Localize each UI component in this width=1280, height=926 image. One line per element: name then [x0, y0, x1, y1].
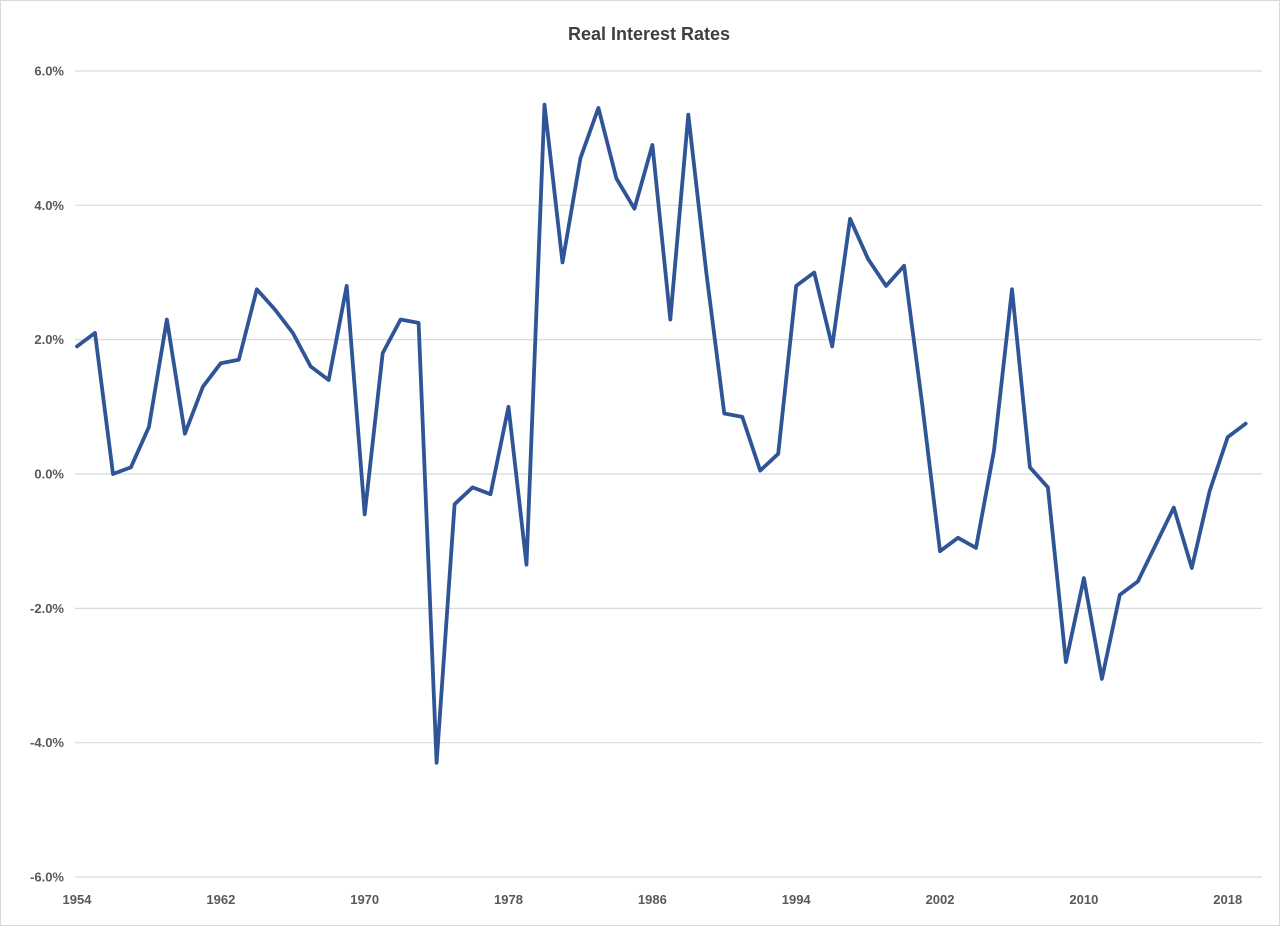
y-tick-label: -6.0%	[30, 870, 64, 885]
y-tick-label: -4.0%	[30, 735, 64, 750]
y-tick-label: 6.0%	[34, 64, 64, 79]
y-tick-label: -2.0%	[30, 601, 64, 616]
x-tick-label: 1970	[350, 892, 379, 907]
x-tick-label: 2018	[1213, 892, 1242, 907]
chart-title: Real Interest Rates	[568, 24, 730, 44]
y-tick-label: 2.0%	[34, 332, 64, 347]
x-tick-label: 1994	[782, 892, 812, 907]
x-tick-label: 1986	[638, 892, 667, 907]
x-axis-labels: 1954 1962 1970 1978 1986 1994 2002 2010 2018	[63, 892, 1243, 907]
y-tick-label: 4.0%	[34, 198, 64, 213]
x-tick-label: 2010	[1069, 892, 1098, 907]
gridlines	[75, 70, 1262, 878]
rates-line-series	[75, 102, 1248, 765]
x-tick-label: 1962	[206, 892, 235, 907]
x-tick-label: 1954	[63, 892, 93, 907]
x-tick-label: 2002	[926, 892, 955, 907]
series-lines	[75, 102, 1248, 765]
y-axis-labels: 6.0% 4.0% 2.0% 0.0% -2.0% -4.0% -6.0%	[30, 64, 64, 885]
y-tick-label: 0.0%	[34, 467, 64, 482]
x-tick-label: 1978	[494, 892, 523, 907]
